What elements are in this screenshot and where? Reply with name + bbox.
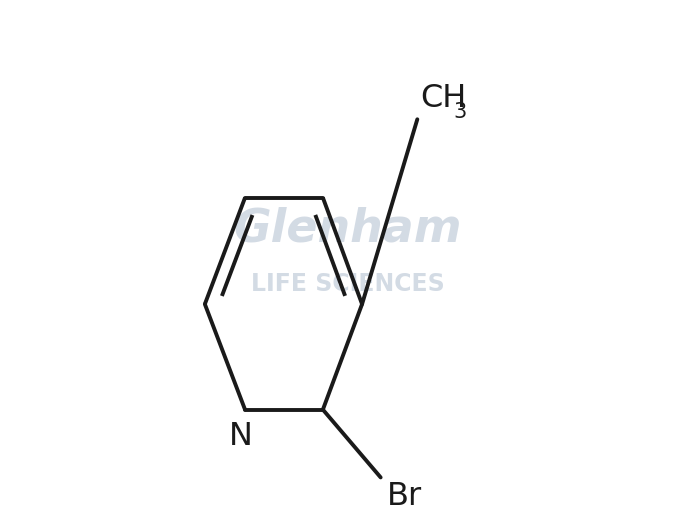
Text: 3: 3 <box>454 102 467 122</box>
Text: Br: Br <box>387 482 422 512</box>
Text: Glenham: Glenham <box>234 206 462 251</box>
Text: CH: CH <box>420 83 466 114</box>
Text: LIFE SCIENCES: LIFE SCIENCES <box>251 272 445 296</box>
Text: N: N <box>229 421 253 452</box>
